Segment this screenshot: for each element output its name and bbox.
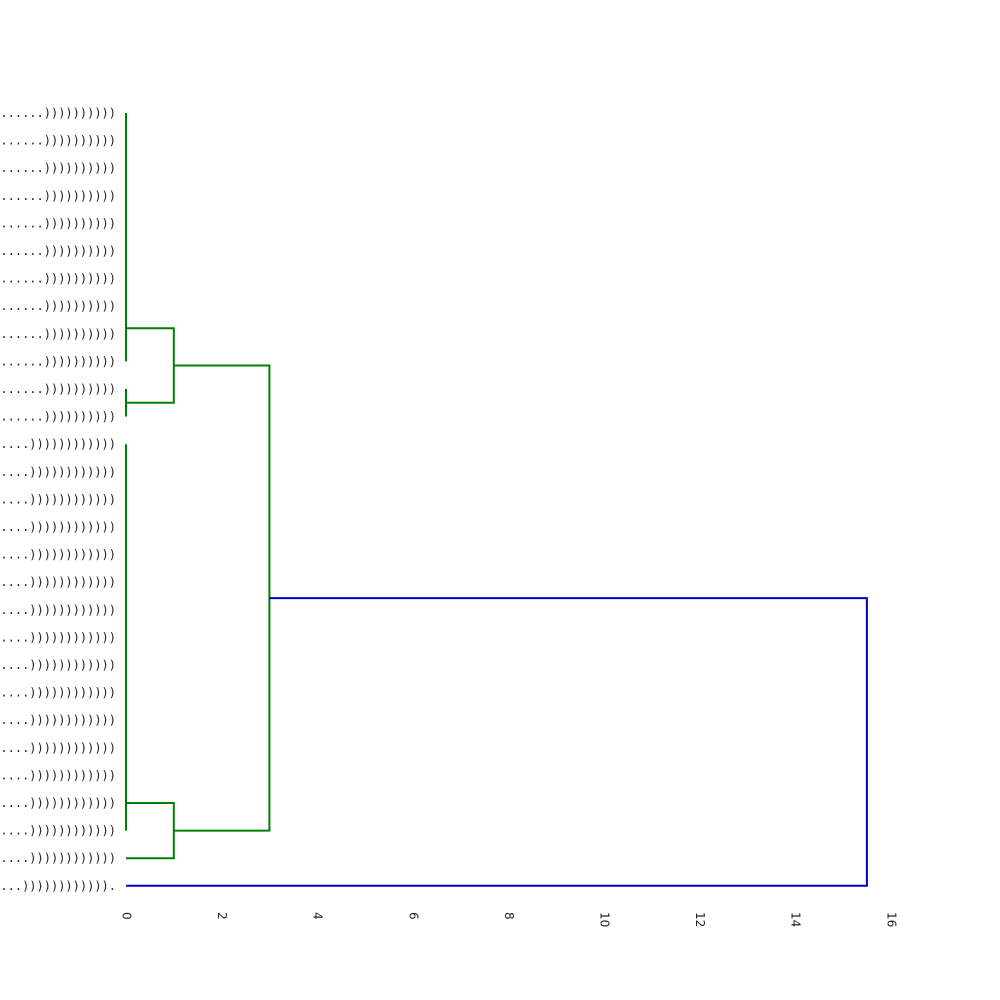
leaf-label: (((.((.(.(((((......)))))))))) — [0, 299, 116, 313]
leaf-label: ((((((.((((.((((((....)))))))))))) — [0, 686, 116, 700]
leaf-label: ((((((.((((.((((((....)))))))))))) — [0, 796, 116, 810]
leaf-label: ((((((.((((.((((((....)))))))))))) — [0, 520, 116, 534]
leaf-label: (((.((.(.(((((......)))))))))) — [0, 244, 116, 258]
root-merge-link — [126, 597, 868, 887]
x-tick-label: 4 — [311, 912, 325, 920]
leaf-label: (((((((.(((((((((...)))))))))))). — [0, 879, 116, 893]
leaf-label: ((((((.((((.((((((....)))))))))))) — [0, 741, 116, 755]
leaf-label: (((.((.(.(((((......)))))))))) — [0, 189, 116, 203]
leaf-label: (((.((.(.(((((......)))))))))) — [0, 216, 116, 230]
leaf-label: ((((((.((((.((((((....)))))))))))) — [0, 630, 116, 644]
leaf-label: ((((((.((((.((((((....)))))))))))) — [0, 575, 116, 589]
leaf-label: (((.((.(.(((((......)))))))))) — [0, 327, 116, 341]
leaf-label: (((.((.(.(((((......)))))))))) — [0, 134, 116, 148]
leaf-label: ((((((.((((.((((((....)))))))))))) — [0, 437, 116, 451]
leaf-label: ((((.((.((((((......)))))))))) — [0, 410, 116, 424]
leaf-label: ((((((.((((.((((((....)))))))))))) — [0, 548, 116, 562]
leaf-label: (((.((.(.(((((......)))))))))) — [0, 272, 116, 286]
leaf-label: (((.((.(.(((((......)))))))))) — [0, 161, 116, 175]
leaf-label: (((.((.(.(((((......)))))))))) — [0, 106, 116, 120]
leaf-labels: (((.((.(.(((((......)))))))))) (((.((.(.(… — [0, 106, 116, 893]
merge-abcd-link — [173, 364, 271, 832]
leaf-label: ((((((.((((.((((((....)))))))))))) — [0, 603, 116, 617]
dendrogram-links — [125, 113, 868, 887]
x-tick-label: 6 — [406, 912, 420, 920]
leaf-label: ((((((.((((.((((((....)))))))))))) — [0, 492, 116, 506]
x-tick-label: 14 — [789, 912, 803, 927]
x-tick-label: 10 — [598, 912, 612, 927]
x-tick-label: 16 — [884, 912, 898, 927]
leaf-label: ((((((.((((.((((((....)))))))))))) — [0, 824, 116, 838]
x-axis-ticks: 0 2 4 6 8 10 12 14 16 — [120, 912, 899, 927]
x-tick-label: 12 — [693, 912, 707, 927]
leaf-label: (((.((.(.(((((......)))))))))) — [0, 354, 116, 368]
x-tick-label: 2 — [215, 912, 229, 920]
x-tick-label: 0 — [120, 912, 134, 920]
leaf-label: ((((((.((((.((((((....)))))))))))) — [0, 713, 116, 727]
leaf-label: ((((((.((((.((((((....)))))))))))) — [0, 465, 116, 479]
x-tick-label: 8 — [502, 912, 516, 920]
leaf-label: ((((((.((((.((((((....)))))))))))) — [0, 768, 116, 782]
leaf-label: ((((((.((((.((((((....)))))))))))) — [0, 658, 116, 672]
leaf-label: ((((((.((.(.((((((....)))))))))))) — [0, 851, 116, 865]
leaf-label: ((((.((.((((((......)))))))))) — [0, 382, 116, 396]
merge-ab-link — [126, 327, 175, 404]
merge-cd-link — [126, 802, 175, 860]
